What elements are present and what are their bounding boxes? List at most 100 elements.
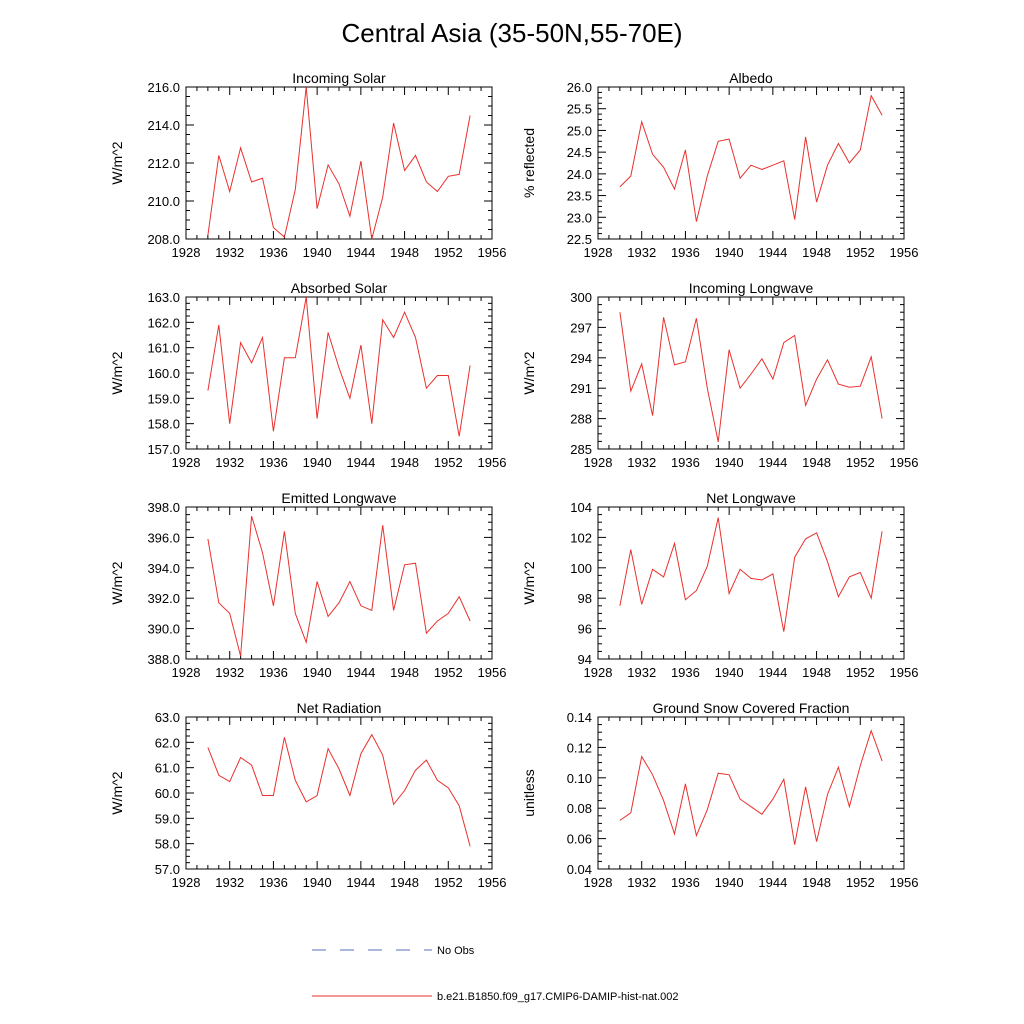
chart-panel: Net Longwave W/m^2 1928 1932 1936 1940 1944 194… — [521, 490, 918, 680]
chart-title: Incoming Solar — [292, 70, 386, 86]
y-tick-label: 0.04 — [567, 862, 592, 877]
figure-title: Central Asia (35-50N,55-70E) — [341, 18, 682, 48]
y-tick-label: 24.0 — [567, 167, 592, 182]
y-tick-label: 398.0 — [147, 500, 180, 515]
y-tick-label: 396.0 — [147, 530, 180, 545]
x-tick-label: 1940 — [303, 665, 332, 680]
legend-label-no-obs: No Obs — [437, 945, 475, 957]
x-tick-label: 1932 — [627, 665, 656, 680]
x-tick-label: 1944 — [346, 455, 375, 470]
y-tick-label: 61.0 — [155, 761, 180, 776]
y-tick-label: 157.0 — [147, 442, 180, 457]
x-tick-label: 1956 — [890, 245, 919, 260]
plot-frame — [185, 86, 493, 240]
y-tick-label: 102 — [570, 530, 592, 545]
x-tick-label: 1944 — [346, 665, 375, 680]
y-tick-label: 0.12 — [567, 740, 592, 755]
x-tick-label: 1928 — [172, 245, 201, 260]
x-tick-label: 1956 — [890, 665, 919, 680]
y-axis-label: W/m^2 — [521, 561, 537, 604]
chart-panel: Absorbed Solar W/m^2 1928 1932 1936 1940 1944 1… — [109, 280, 506, 470]
x-tick-label: 1944 — [758, 245, 787, 260]
x-tick-label: 1952 — [846, 455, 875, 470]
x-tick-label: 1932 — [627, 455, 656, 470]
chart-title: Net Longwave — [706, 490, 796, 506]
series-line — [207, 733, 471, 847]
y-axis-label: W/m^2 — [521, 351, 537, 394]
y-tick-label: 25.5 — [567, 102, 592, 117]
y-tick-label: 24.5 — [567, 145, 592, 160]
x-tick-label: 1948 — [802, 875, 831, 890]
y-tick-label: 63.0 — [155, 710, 180, 725]
x-tick-label: 1936 — [259, 245, 288, 260]
chart-title: Absorbed Solar — [291, 280, 388, 296]
y-tick-label: 392.0 — [147, 591, 180, 606]
x-tick-label: 1940 — [303, 245, 332, 260]
x-tick-label: 1956 — [478, 455, 507, 470]
chart-panel: Incoming Solar W/m^2 1928 1932 1936 1940 1944 1… — [109, 70, 506, 260]
y-tick-label: 394.0 — [147, 561, 180, 576]
y-axis-label: unitless — [521, 769, 537, 816]
y-tick-label: 212.0 — [147, 156, 180, 171]
legend: No Obs b.e21.B1850.f09_g17.CMIP6-DAMIP-h… — [312, 945, 679, 1003]
y-axis-label: % reflected — [521, 128, 537, 198]
y-tick-label: 388.0 — [147, 652, 180, 667]
x-tick-label: 1944 — [758, 455, 787, 470]
series-line — [619, 517, 883, 632]
x-tick-label: 1952 — [846, 245, 875, 260]
x-tick-label: 1952 — [434, 665, 463, 680]
y-axis-label: W/m^2 — [109, 771, 125, 814]
x-tick-label: 1948 — [390, 455, 419, 470]
y-tick-label: 104 — [570, 500, 592, 515]
x-tick-label: 1928 — [172, 875, 201, 890]
chart-title: Albedo — [729, 70, 773, 86]
chart-title: Ground Snow Covered Fraction — [653, 700, 850, 716]
series-line — [207, 515, 471, 657]
plot-frame — [597, 86, 905, 240]
y-tick-label: 26.0 — [567, 80, 592, 95]
x-tick-label: 1932 — [627, 875, 656, 890]
y-tick-label: 62.0 — [155, 735, 180, 750]
chart-panel: Emitted Longwave W/m^2 1928 1932 1936 1940 194… — [109, 490, 506, 680]
x-tick-label: 1936 — [671, 875, 700, 890]
x-tick-label: 1940 — [303, 875, 332, 890]
x-tick-label: 1928 — [172, 455, 201, 470]
series-line — [619, 312, 883, 442]
y-tick-label: 58.0 — [155, 837, 180, 852]
y-tick-label: 94 — [578, 652, 592, 667]
y-tick-label: 285 — [570, 442, 592, 457]
chart-panels: Incoming Solar W/m^2 1928 1932 1936 1940 1944 1… — [109, 70, 918, 890]
y-tick-label: 98 — [578, 591, 592, 606]
y-tick-label: 0.14 — [567, 710, 592, 725]
y-tick-label: 208.0 — [147, 232, 180, 247]
chart-panel: Net Radiation W/m^2 1928 1932 1936 1940 1944 19… — [109, 700, 506, 890]
x-tick-label: 1952 — [434, 245, 463, 260]
x-tick-label: 1948 — [390, 665, 419, 680]
x-tick-label: 1944 — [346, 875, 375, 890]
x-tick-label: 1932 — [215, 455, 244, 470]
x-tick-label: 1948 — [802, 455, 831, 470]
plot-frame — [185, 506, 493, 660]
y-axis-label: W/m^2 — [109, 141, 125, 184]
x-tick-label: 1936 — [671, 245, 700, 260]
x-tick-label: 1956 — [478, 875, 507, 890]
x-tick-label: 1956 — [890, 455, 919, 470]
x-tick-label: 1952 — [846, 875, 875, 890]
y-tick-label: 0.08 — [567, 801, 592, 816]
plot-frame — [185, 296, 493, 450]
y-tick-label: 59.0 — [155, 811, 180, 826]
x-tick-label: 1932 — [215, 245, 244, 260]
x-tick-label: 1952 — [846, 665, 875, 680]
chart-panel: Incoming Longwave W/m^2 1928 1932 1936 1940 19… — [521, 280, 918, 470]
x-tick-label: 1928 — [172, 665, 201, 680]
x-tick-label: 1948 — [802, 665, 831, 680]
y-tick-label: 390.0 — [147, 622, 180, 637]
x-tick-label: 1948 — [390, 245, 419, 260]
x-tick-label: 1948 — [802, 245, 831, 260]
chart-title: Incoming Longwave — [689, 280, 814, 296]
x-tick-label: 1956 — [478, 245, 507, 260]
series-line — [207, 86, 471, 240]
x-tick-label: 1944 — [758, 665, 787, 680]
y-tick-label: 23.5 — [567, 189, 592, 204]
y-tick-label: 0.10 — [567, 771, 592, 786]
